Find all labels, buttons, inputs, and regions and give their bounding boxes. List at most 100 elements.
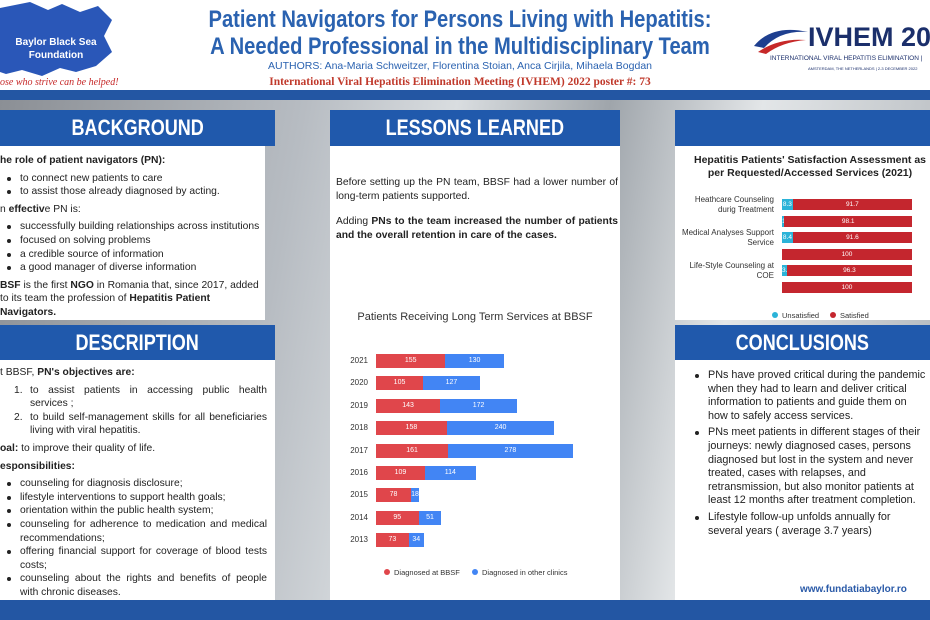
bar-segment xyxy=(782,215,785,227)
meeting: International Viral Hepatitis Eliminatio… xyxy=(269,76,651,88)
legend-label: Diagnosed in other clinics xyxy=(482,568,568,577)
bar-segment xyxy=(376,510,419,525)
bar-segment xyxy=(423,376,480,391)
logo-text: Baylor Black Sea Foundation xyxy=(0,36,112,62)
heading-text: CONCLUSIONS xyxy=(735,330,870,355)
text-run: focused on solving problems xyxy=(20,234,151,246)
paragraph: t BBSF, PN's objectives are: xyxy=(0,366,267,380)
ivhem-name: IVHEM 20 xyxy=(808,22,930,52)
conclusions-panel xyxy=(675,360,930,600)
category-label: 2019 xyxy=(350,400,368,410)
tagline: ose who strive can be helped! xyxy=(0,77,119,88)
section-heading: DESCRIPTION xyxy=(0,325,275,360)
category-label: 2014 xyxy=(350,512,368,522)
section-heading: LESSONS LEARNED xyxy=(330,110,620,146)
bullet-item: orientation within the public health sys… xyxy=(0,504,267,518)
title-block: Patient Navigators for Persons Living wi… xyxy=(150,6,770,60)
ivhem-location: AMSTERDAM, THE NETHERLANDS | 2-3 DECEMBE… xyxy=(808,66,918,71)
bar-segment xyxy=(446,421,555,436)
legend-label: Diagnosed at BBSF xyxy=(394,568,460,577)
text-run: counseling for adherence to medication a… xyxy=(20,518,267,544)
bar-segment xyxy=(445,354,504,368)
value-label: 158 xyxy=(405,424,418,432)
category-label: Heathcare Counseling durig Treatment xyxy=(694,194,774,214)
value-label: 78 xyxy=(389,491,398,499)
text-run: Before setting up the PN team, BBSF had … xyxy=(336,177,618,202)
text-run: he role of patient navigators (PN): xyxy=(0,155,166,166)
text-run: PN's objectives are: xyxy=(37,367,135,378)
bottom-band xyxy=(0,600,930,620)
bullet-item: counseling for diagnosis disclosure; xyxy=(0,477,267,491)
legend-swatch xyxy=(472,569,478,575)
bar-segment xyxy=(376,421,447,436)
heading-text: DESCRIPTION xyxy=(75,330,200,355)
bar-segment xyxy=(418,510,442,525)
bar-segment xyxy=(410,488,419,503)
bullet-item: to assist those already diagnosed by act… xyxy=(0,185,260,199)
logo-line: Foundation xyxy=(28,50,84,61)
category-label: 2017 xyxy=(350,445,368,455)
text-run: offering financial support for coverage … xyxy=(20,546,267,571)
text-run: BSF xyxy=(0,279,21,291)
value-label: 96.3 xyxy=(843,267,856,275)
text-run: n xyxy=(0,203,9,215)
item-marker: 1. xyxy=(14,384,23,396)
value-label: 114 xyxy=(444,469,456,476)
value-label: 105 xyxy=(393,379,406,387)
text-run: successfully building relationships acro… xyxy=(20,221,260,233)
text-run: oal: xyxy=(0,442,19,454)
text-run: Hepatitis Patient Navigators. xyxy=(0,293,211,318)
value-label: 155 xyxy=(404,357,417,364)
item-marker: 2. xyxy=(14,411,23,423)
value-label: 8.4 xyxy=(782,234,792,242)
chart-title: Hepatitis Patients' Satisfaction Assessm… xyxy=(693,154,927,179)
bar-segment xyxy=(792,199,912,210)
value-label: 130 xyxy=(468,357,481,364)
bar-segment xyxy=(440,398,518,413)
category-label: Life-Style Counseling at COE xyxy=(689,260,775,280)
category-label: 2020 xyxy=(350,378,368,388)
description-panel: t BBSF, PN's objectives are: 1. to assist … xyxy=(0,360,275,600)
bar-segment xyxy=(448,443,573,458)
bar-segment xyxy=(784,215,912,227)
title-line: Patient Navigators for Persons Living wi… xyxy=(208,6,712,33)
value-label: 73 xyxy=(388,536,397,544)
text-run: effectiv xyxy=(8,203,45,215)
bar-segment xyxy=(786,265,912,277)
bullet-item: Lifestyle follow-up unfolds annually for… xyxy=(688,511,928,538)
bar-segment xyxy=(792,232,912,244)
text-run: esponsibilities: xyxy=(0,460,75,472)
value-label: 143 xyxy=(402,401,414,409)
legend-label: Satisfied xyxy=(840,311,869,320)
bar-segment xyxy=(782,232,793,244)
category-label: 2018 xyxy=(350,423,368,433)
bar-segment xyxy=(376,533,409,548)
ivhem-subtitle: INTERNATIONAL VIRAL HEPATITIS ELIMINATIO… xyxy=(770,55,923,62)
bullet-item: lifestyle interventions to support healt… xyxy=(0,491,267,505)
logo-line: Baylor Black Sea xyxy=(15,37,97,48)
numbered-item: 2. to build self-management skills for al… xyxy=(0,411,267,438)
bullet-item: a good manager of diverse information xyxy=(0,261,260,275)
category-label: 2013 xyxy=(350,535,368,545)
legend-swatch xyxy=(830,312,836,318)
value-label: 8.3 xyxy=(782,201,792,208)
bullet-item: successfully building relationships acro… xyxy=(0,220,260,234)
numbered-item: 1. to assist patients in accessing public… xyxy=(0,384,267,411)
legend-label: Unsatisfied xyxy=(782,311,820,320)
paragraph: BSF is the first NGO in Romania that, si… xyxy=(0,279,260,320)
bar-segment xyxy=(782,265,787,277)
text-run: a good manager of diverse information xyxy=(20,262,197,274)
text-run: PNs to the team increased the number of … xyxy=(336,216,618,241)
text-run: NGO xyxy=(70,279,94,291)
value-label: 3.7 xyxy=(782,265,791,276)
text-run: counseling about the rights and benefits… xyxy=(20,573,267,598)
bar-segment xyxy=(376,376,424,391)
text-run: in Romania that, since 2017, added to it… xyxy=(0,279,259,305)
lessons-text: Before setting up the PN team, BBSF had … xyxy=(336,176,618,254)
value-label: 98.1 xyxy=(841,217,855,225)
bar-segment xyxy=(408,533,424,548)
background-panel: he role of patient navigators (PN): to co… xyxy=(0,146,265,320)
text-run: e PN is: xyxy=(44,203,81,215)
value-label: 91.6 xyxy=(846,234,859,242)
